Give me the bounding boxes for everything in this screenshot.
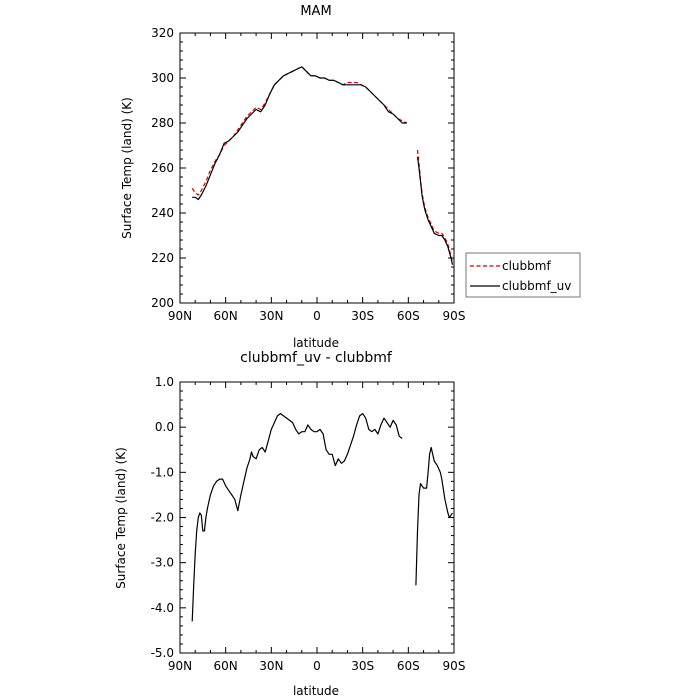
panel-bottom: clubbmf_uv - clubbmf Surface Temp (land)… xyxy=(114,350,465,698)
panel-top-ytick-label: 300 xyxy=(151,71,174,85)
legend-label-clubbmf-uv: clubbmf_uv xyxy=(502,279,571,293)
panel-top-series-clubbmf-uv-line xyxy=(192,66,407,201)
panel-bottom-ytick-label: -1.0 xyxy=(151,465,174,479)
panel-top-ylabel: Surface Temp (land) (K) xyxy=(120,97,134,239)
panel-bottom-ytick-label: 1.0 xyxy=(155,375,174,389)
panel-top-xtick-label: 0 xyxy=(313,309,321,323)
panel-bottom-title: clubbmf_uv - clubbmf xyxy=(240,350,393,366)
panel-bottom-ytick-label: -3.0 xyxy=(151,556,174,570)
legend-label-clubbmf: clubbmf xyxy=(502,259,551,273)
panel-bottom-xtick-label: 0 xyxy=(313,659,321,673)
panel-top-xlabel: latitude xyxy=(293,336,339,350)
panel-top-xtick-label: 60S xyxy=(397,309,420,323)
panel-bottom-ytick-label: -2.0 xyxy=(151,511,174,525)
panel-bottom-ytick-label: -4.0 xyxy=(151,601,174,615)
panel-bottom-xtick-label: 30N xyxy=(259,659,283,673)
panel-top-series xyxy=(191,66,454,265)
panel-top-ytick-label: 220 xyxy=(151,251,174,265)
panel-top-xtick-label: 90S xyxy=(443,309,466,323)
panel-top-ytick-label: 240 xyxy=(151,206,174,220)
panel-top-series-clubbmf-line xyxy=(191,66,408,196)
panel-top-ytick-label: 280 xyxy=(151,116,174,130)
panel-top-ytick-label: 260 xyxy=(151,161,174,175)
panel-top-title: MAM xyxy=(300,4,331,19)
legend-box xyxy=(465,252,581,298)
panel-top-ytick-label: 320 xyxy=(151,26,174,40)
panel-top-ytick-label: 200 xyxy=(151,296,174,310)
panel-top-axes: 90N 60N 30N 0 30S 60S 90S 200 220 240 260 280 300 320 xyxy=(151,26,465,323)
panel-bottom-frame xyxy=(179,381,455,654)
panel-bottom-ytick-label: -5.0 xyxy=(151,646,174,660)
panel-bottom-xtick-label: 90S xyxy=(443,659,466,673)
panel-bottom-series-difference-line xyxy=(415,446,453,586)
panel-top-xtick-label: 30N xyxy=(259,309,283,323)
panel-bottom-xtick-label: 60S xyxy=(397,659,420,673)
panel-bottom-xtick-label: 60N xyxy=(214,659,238,673)
legend: clubbmf clubbmf_uv xyxy=(465,252,581,298)
panel-top-frame xyxy=(179,32,455,304)
panel-bottom-xtick-label: 90N xyxy=(168,659,192,673)
panel-bottom-ytick-label: 0.0 xyxy=(155,420,174,434)
panel-top-xtick-label: 60N xyxy=(214,309,238,323)
panel-bottom-xlabel: latitude xyxy=(293,684,339,698)
panel-top: MAM Surface Temp (land) (K) latitude 90N… xyxy=(120,4,465,350)
panel-bottom-xtick-label: 30S xyxy=(351,659,374,673)
panel-bottom-series xyxy=(191,413,453,622)
panel-bottom-series-difference-line xyxy=(191,413,403,622)
panel-top-series-clubbmf-uv-line xyxy=(416,156,454,265)
panel-top-xtick-label: 30S xyxy=(351,309,374,323)
panel-top-xtick-label: 90N xyxy=(168,309,192,323)
panel-bottom-ylabel: Surface Temp (land) (K) xyxy=(114,447,128,589)
